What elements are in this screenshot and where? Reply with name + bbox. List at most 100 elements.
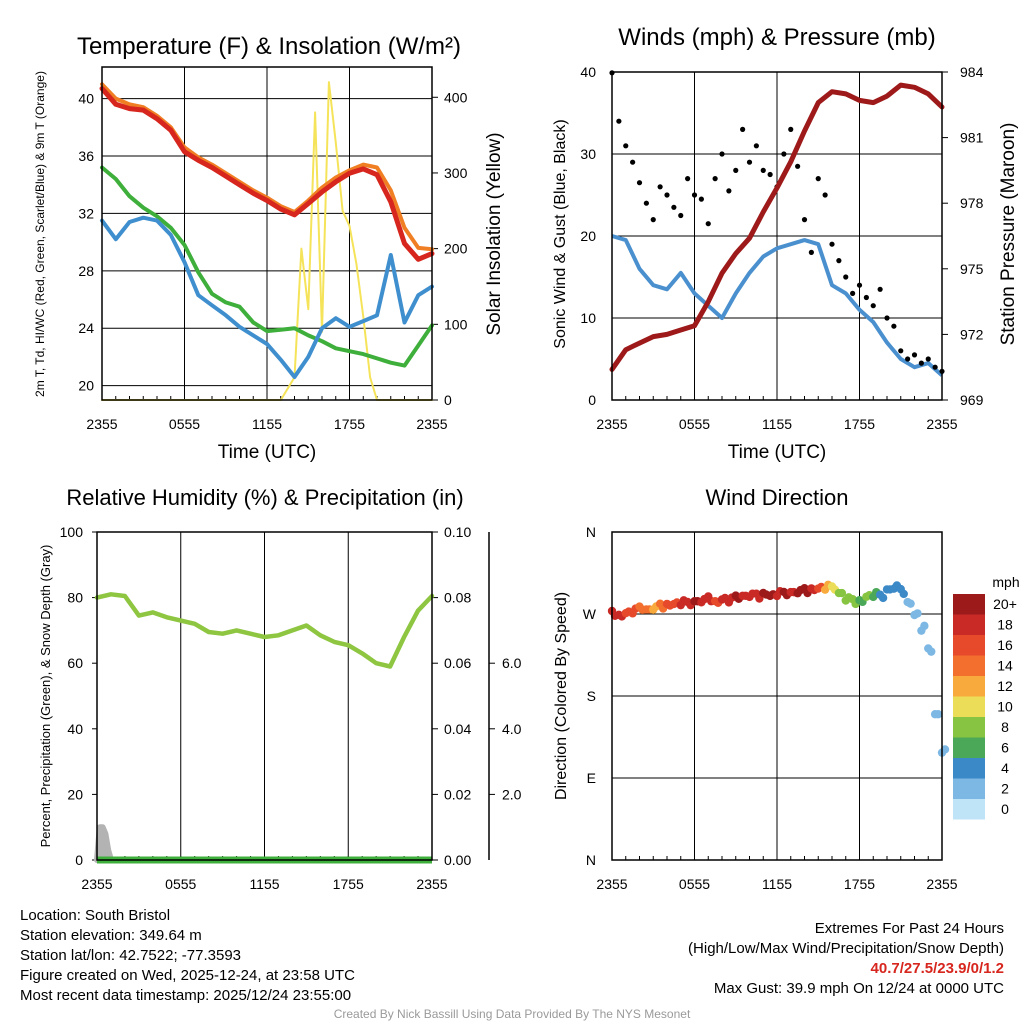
wind-gust-point: [691, 192, 698, 198]
panel-2-y-tick-label: 80: [67, 590, 83, 606]
colorbar-label: 14: [997, 658, 1013, 674]
colorbar-swatch: [953, 717, 985, 738]
colorbar-label: 8: [1001, 719, 1009, 735]
panel-1-y2-tick-label: 984: [960, 64, 984, 80]
panel-1-x-label: Time (UTC): [728, 442, 827, 463]
max-gust: Max Gust: 39.9 mph On 12/24 at 0000 UTC: [713, 980, 1004, 997]
panel-1-y-tick-label: 20: [580, 228, 596, 244]
wind-gust-point: [850, 290, 856, 296]
panel-3-y-tick-label: W: [583, 606, 597, 622]
panel-1-y2-label: Station Pressure (Maroon): [998, 123, 1019, 346]
panel-0-x-tick-label: 0555: [169, 416, 200, 432]
panel-3-y-tick-label: E: [587, 770, 596, 786]
panel-1-y2-tick-label: 969: [960, 392, 984, 408]
panel-1-y2-tick-label: 975: [960, 261, 984, 277]
wind-gust-point: [822, 192, 828, 198]
panel-2-y2-tick-label: 0.06: [444, 655, 471, 671]
wind-gust-point: [884, 315, 890, 321]
colorbar-label: 6: [1001, 740, 1009, 756]
extremes-subtitle: (High/Low/Max Wind/Precipitation/Snow De…: [688, 940, 1004, 957]
panel-0-title: Temperature (F) & Insolation (W/m²): [77, 33, 461, 60]
panel-1-x-tick-label: 1155: [762, 416, 792, 432]
panel-3-y-tick-label: S: [587, 688, 596, 704]
rh-series-relative-humidity: [94, 592, 435, 669]
wind-gust-point: [808, 249, 814, 255]
wind-gust-point: [616, 118, 622, 124]
data-timestamp: Most recent data timestamp: 2025/12/24 2…: [20, 987, 352, 1004]
panel-3-frame: [611, 531, 943, 861]
panel-2-x-tick-label: 2355: [416, 876, 447, 892]
wind-gust-point: [623, 143, 629, 149]
panel-2-y-tick-label: 40: [67, 721, 83, 737]
wind-gust-point: [911, 352, 918, 358]
panel-3-x-tick-label: 1755: [844, 876, 875, 892]
panel-0-y-tick-label: 32: [78, 205, 94, 221]
panel-1-y-label: Sonic Wind & Gust (Blue, Black): [552, 119, 569, 348]
panel-2-y3-tick-label: 2.0: [502, 786, 522, 802]
wind-series-station-pressure: [609, 82, 945, 372]
panel-2-y3-tick-label: 4.0: [502, 721, 522, 737]
station-info: Location: South Bristol Station elevatio…: [20, 906, 355, 1006]
panel-3-x-tick-label: 0555: [679, 876, 710, 892]
panel-2-x-tick-label: 1155: [249, 876, 279, 892]
colorbar-swatch: [953, 778, 985, 799]
wind-gust-point: [740, 126, 746, 132]
panel-0-y-tick-label: 20: [78, 378, 94, 394]
panel-2-x-tick-label: 2355: [81, 876, 112, 892]
wind-gust-point: [856, 282, 863, 288]
temp-series-hi-wc: [100, 215, 434, 379]
colorbar-label: 12: [997, 678, 1013, 694]
direction-point: [837, 588, 847, 598]
colorbar-swatch: [953, 594, 985, 615]
panel-1-y-tick-label: 10: [580, 310, 596, 326]
wind-gust-point: [760, 167, 766, 173]
panel-1-y-tick-label: 40: [580, 64, 596, 80]
panel-0-x-tick-label: 1155: [252, 416, 282, 432]
colorbar-swatch: [953, 614, 985, 635]
panel-1-x-tick-label: 0555: [679, 416, 710, 432]
wind-gust-point: [801, 217, 808, 223]
panel-0-y2-label: Solar Insolation (Yellow): [484, 132, 505, 335]
wind-gust-point: [726, 188, 732, 194]
panel-0-y-tick-label: 40: [78, 91, 94, 107]
wind-series-sonic-wind: [611, 234, 944, 377]
wind-gust-point: [746, 159, 753, 165]
wind-gust-point: [630, 159, 636, 165]
panel-2-y3-tick-label: 6.0: [502, 655, 522, 671]
panel-0-x-tick-label: 2355: [86, 416, 117, 432]
wind-gust-point: [843, 274, 849, 280]
colorbar-swatch: [953, 799, 985, 820]
panel-0-y2-tick-label: 100: [444, 316, 468, 332]
wind-gust-point: [698, 196, 704, 202]
colorbar-swatch: [953, 696, 985, 717]
wind-gust-point: [719, 151, 725, 157]
direction-point: [906, 599, 915, 608]
wind-gust-point: [829, 241, 835, 247]
panel-1-y2-tick-label: 981: [960, 130, 984, 146]
wind-gust-point: [643, 200, 649, 206]
panel-3-x-tick-label: 2355: [926, 876, 957, 892]
direction-point: [927, 647, 936, 656]
panel-1-y-tick-label: 30: [580, 146, 596, 162]
wind-gust-point: [657, 184, 663, 190]
panel-0-x-tick-label: 2355: [416, 416, 447, 432]
wind-gust-point: [767, 171, 773, 178]
wind-gust-point: [898, 348, 904, 354]
direction-point: [913, 609, 922, 618]
wind-gust-point: [712, 176, 718, 182]
wind-gust-point: [836, 258, 842, 264]
panel-2-y-tick-label: 100: [60, 524, 84, 540]
wind-gust-point: [781, 151, 787, 157]
wind-gust-point: [685, 176, 691, 182]
panel-2-y-tick-label: 60: [67, 655, 83, 671]
wind-gust-point: [733, 167, 739, 173]
direction-point: [940, 745, 950, 754]
colorbar-swatch: [953, 758, 985, 779]
wind-gust-point: [795, 163, 801, 169]
colorbar-unit-label: mph: [992, 574, 1019, 590]
panel-2-y-tick-label: 20: [67, 786, 83, 802]
colorbar-swatch: [953, 737, 985, 758]
panel-2-y2-tick-label: 0.00: [444, 852, 471, 868]
colorbar-label: 0: [1001, 801, 1009, 817]
